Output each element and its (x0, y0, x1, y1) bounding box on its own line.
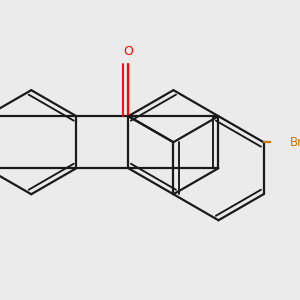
Text: O: O (123, 45, 133, 58)
Text: Br: Br (290, 136, 300, 149)
